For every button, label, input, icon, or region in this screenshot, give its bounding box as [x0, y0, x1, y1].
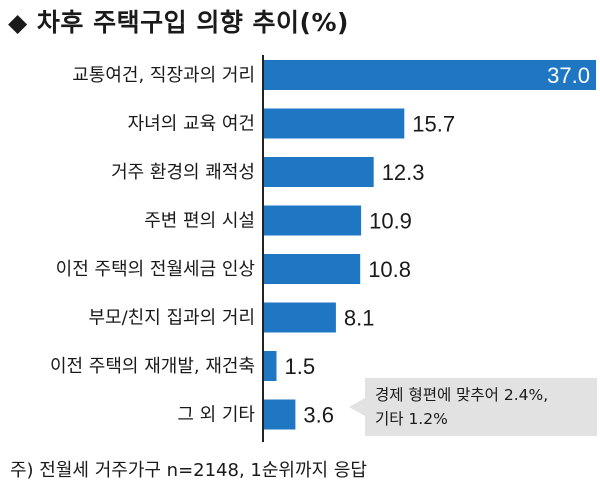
bar [263, 302, 336, 333]
category-label: 이전 주택의 전월세금 인상 [56, 259, 255, 280]
footnote: 주) 전월세 거주가구 n=2148, 1순위까지 응답 [10, 460, 367, 481]
value-label: 12.3 [382, 160, 425, 185]
value-label: 10.9 [369, 209, 412, 234]
category-label: 주변 편의 시설 [144, 211, 255, 232]
bar [263, 157, 374, 187]
value-label: 37.0 [547, 63, 590, 88]
value-label: 8.1 [344, 306, 375, 331]
value-label: 10.8 [368, 257, 411, 282]
category-label: 교통여건, 직장과의 거리 [72, 65, 255, 86]
bar [263, 351, 277, 381]
category-label: 그 외 기타 [177, 405, 255, 426]
category-label: 부모/친지 집과의 거리 [88, 308, 255, 329]
category-label: 거주 환경의 쾌적성 [111, 162, 255, 183]
category-label: 이전 주택의 재개발, 재건축 [50, 356, 255, 377]
bar [263, 205, 362, 236]
note-box: 경제 형편에 맞추어 2.4%, 기타 1.2% [365, 378, 597, 436]
bars [263, 60, 596, 430]
value-label: 1.5 [285, 354, 316, 379]
value-labels: 37.0 15.7 12.3 10.9 10.8 8.1 1.5 3.6 [285, 63, 591, 428]
note-pointer [349, 398, 365, 416]
bar [263, 108, 405, 139]
bar [263, 399, 296, 430]
chart-title: ◆ 차후 주택구입 의향 추이(%) [8, 8, 349, 37]
category-label: 자녀의 교육 여건 [128, 114, 255, 135]
value-label: 15.7 [412, 112, 455, 137]
bar [263, 60, 596, 90]
value-label: 3.6 [303, 403, 334, 428]
bar [263, 254, 361, 284]
